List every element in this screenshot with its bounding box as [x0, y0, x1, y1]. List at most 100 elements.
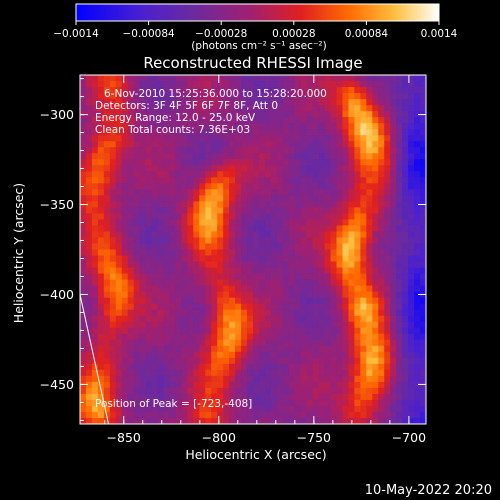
heatmap-cell	[253, 153, 260, 160]
heatmap-cell	[402, 201, 409, 208]
heatmap-cell	[288, 339, 296, 347]
heatmap-cell	[91, 339, 99, 347]
heatmap-cell	[270, 381, 278, 389]
heatmap-cell	[181, 117, 188, 124]
heatmap-cell	[288, 105, 296, 112]
heatmap-cell	[109, 303, 117, 311]
heatmap-cell	[91, 177, 99, 184]
heatmap-cell	[306, 117, 314, 124]
heatmap-cell	[97, 117, 105, 124]
heatmap-cell	[211, 225, 218, 233]
heatmap-cell	[97, 177, 105, 184]
heatmap-cell	[288, 123, 296, 130]
heatmap-cell	[115, 375, 123, 383]
heatmap-cell	[109, 213, 117, 221]
heatmap-cell	[127, 105, 135, 112]
heatmap-cell	[85, 309, 93, 317]
heatmap-cell	[396, 195, 403, 202]
heatmap-cell	[91, 219, 99, 227]
heatmap-cell	[121, 327, 129, 335]
heatmap-cell	[97, 135, 105, 142]
heatmap-cell	[121, 363, 129, 371]
heatmap-cell	[384, 195, 391, 202]
heatmap-cell	[133, 327, 141, 335]
heatmap-cell	[318, 273, 326, 281]
heatmap-cell	[348, 93, 356, 100]
heatmap-cell	[97, 279, 105, 287]
heatmap-cell	[175, 291, 183, 299]
heatmap-cell	[80, 393, 87, 401]
heatmap-cell	[354, 213, 361, 221]
heatmap-cell	[85, 177, 93, 184]
heatmap-cell	[253, 231, 260, 239]
heatmap-cell	[223, 219, 230, 227]
heatmap-cell	[193, 315, 200, 323]
heatmap-cell	[181, 351, 188, 359]
heatmap-cell	[217, 75, 224, 82]
heatmap-cell	[109, 393, 117, 401]
heatmap-cell	[294, 327, 302, 335]
heatmap-cell	[175, 195, 183, 202]
heatmap-cell	[139, 117, 147, 124]
heatmap-cell	[306, 357, 314, 365]
heatmap-cell	[384, 177, 391, 184]
heatmap-cell	[229, 255, 236, 263]
heatmap-cell	[229, 219, 236, 227]
heatmap-cell	[133, 105, 141, 112]
heatmap-cell	[270, 105, 278, 112]
heatmap-cell	[163, 393, 171, 401]
heatmap-cell	[181, 381, 188, 389]
heatmap-cell	[354, 285, 361, 293]
heatmap-cell	[378, 303, 385, 311]
heatmap-cell	[390, 291, 397, 299]
heatmap-cell	[247, 219, 254, 227]
heatmap-cell	[253, 93, 260, 100]
heatmap-cell	[247, 129, 254, 136]
heatmap-cell	[109, 381, 117, 389]
heatmap-cell	[324, 105, 332, 112]
heatmap-cell	[336, 249, 344, 257]
heatmap-cell	[121, 201, 129, 208]
heatmap-cell	[247, 177, 254, 184]
heatmap-cell	[235, 207, 242, 214]
heatmap-cell	[324, 279, 332, 287]
heatmap-cell	[145, 333, 153, 341]
heatmap-cell	[282, 105, 290, 112]
heatmap-cell	[324, 399, 332, 407]
heatmap-cell	[378, 117, 385, 124]
footer-timestamp: 10-May-2022 20:20	[365, 483, 492, 498]
heatmap-cell	[175, 327, 183, 335]
heatmap-cell	[300, 333, 308, 341]
heatmap-cell	[270, 207, 278, 214]
heatmap-cell	[115, 273, 123, 281]
heatmap-cell	[199, 339, 206, 347]
heatmap-cell	[282, 261, 290, 269]
heatmap-cell	[91, 285, 99, 293]
heatmap-cell	[169, 129, 177, 136]
heatmap-cell	[205, 411, 212, 419]
heatmap-cell	[235, 93, 242, 100]
heatmap-cell	[169, 219, 177, 227]
heatmap-cell	[378, 315, 385, 323]
heatmap-cell	[193, 141, 200, 148]
heatmap-cell	[109, 225, 117, 233]
heatmap-cell	[181, 393, 188, 401]
heatmap-cell	[330, 171, 338, 178]
heatmap-cell	[306, 393, 314, 401]
heatmap-cell	[300, 129, 308, 136]
heatmap-cell	[205, 327, 212, 335]
heatmap-cell	[109, 291, 117, 299]
heatmap-cell	[282, 399, 290, 407]
heatmap-cell	[270, 267, 278, 275]
heatmap-cell	[80, 231, 87, 239]
heatmap-cell	[282, 405, 290, 413]
heatmap-cell	[396, 411, 403, 419]
heatmap-cell	[264, 117, 272, 124]
heatmap-cell	[378, 123, 385, 130]
heatmap-cell	[229, 177, 236, 184]
heatmap-cell	[115, 279, 123, 287]
heatmap-cell	[151, 273, 159, 281]
heatmap-cell	[318, 279, 326, 287]
heatmap-cell	[157, 357, 165, 365]
heatmap-cell	[115, 177, 123, 184]
